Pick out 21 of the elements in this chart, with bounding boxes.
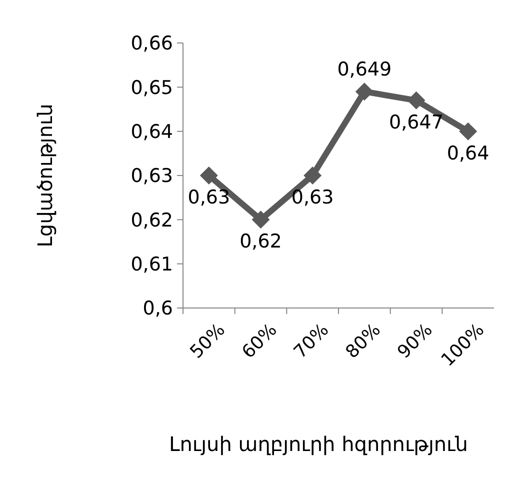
- x-axis-title: Լույսի աղբյուրի հզորություն: [169, 432, 468, 456]
- data-label: 0,62: [240, 230, 282, 253]
- data-label: 0,63: [188, 186, 230, 208]
- y-tick-label: 0,64: [130, 120, 173, 143]
- point: [355, 82, 374, 101]
- data-label: 0,64: [446, 142, 490, 164]
- data-label: 0,63: [291, 186, 334, 208]
- y-tick-label: 0,63: [130, 165, 173, 188]
- point: [252, 210, 270, 229]
- y-tick-label: 0,61: [130, 253, 173, 276]
- point: [407, 91, 426, 110]
- point: [304, 166, 322, 184]
- y-tick-label: 0,66: [130, 32, 173, 55]
- data-label: 0,647: [389, 111, 444, 134]
- point: [200, 166, 218, 184]
- data-label: 0,649: [337, 58, 392, 81]
- y-tick-label: 0,65: [130, 76, 173, 99]
- y-tick-label: 0,6: [142, 298, 173, 320]
- point: [459, 122, 478, 140]
- y-axis-title: Լցվածություն: [33, 104, 57, 248]
- y-tick-label: 0,62: [130, 209, 173, 232]
